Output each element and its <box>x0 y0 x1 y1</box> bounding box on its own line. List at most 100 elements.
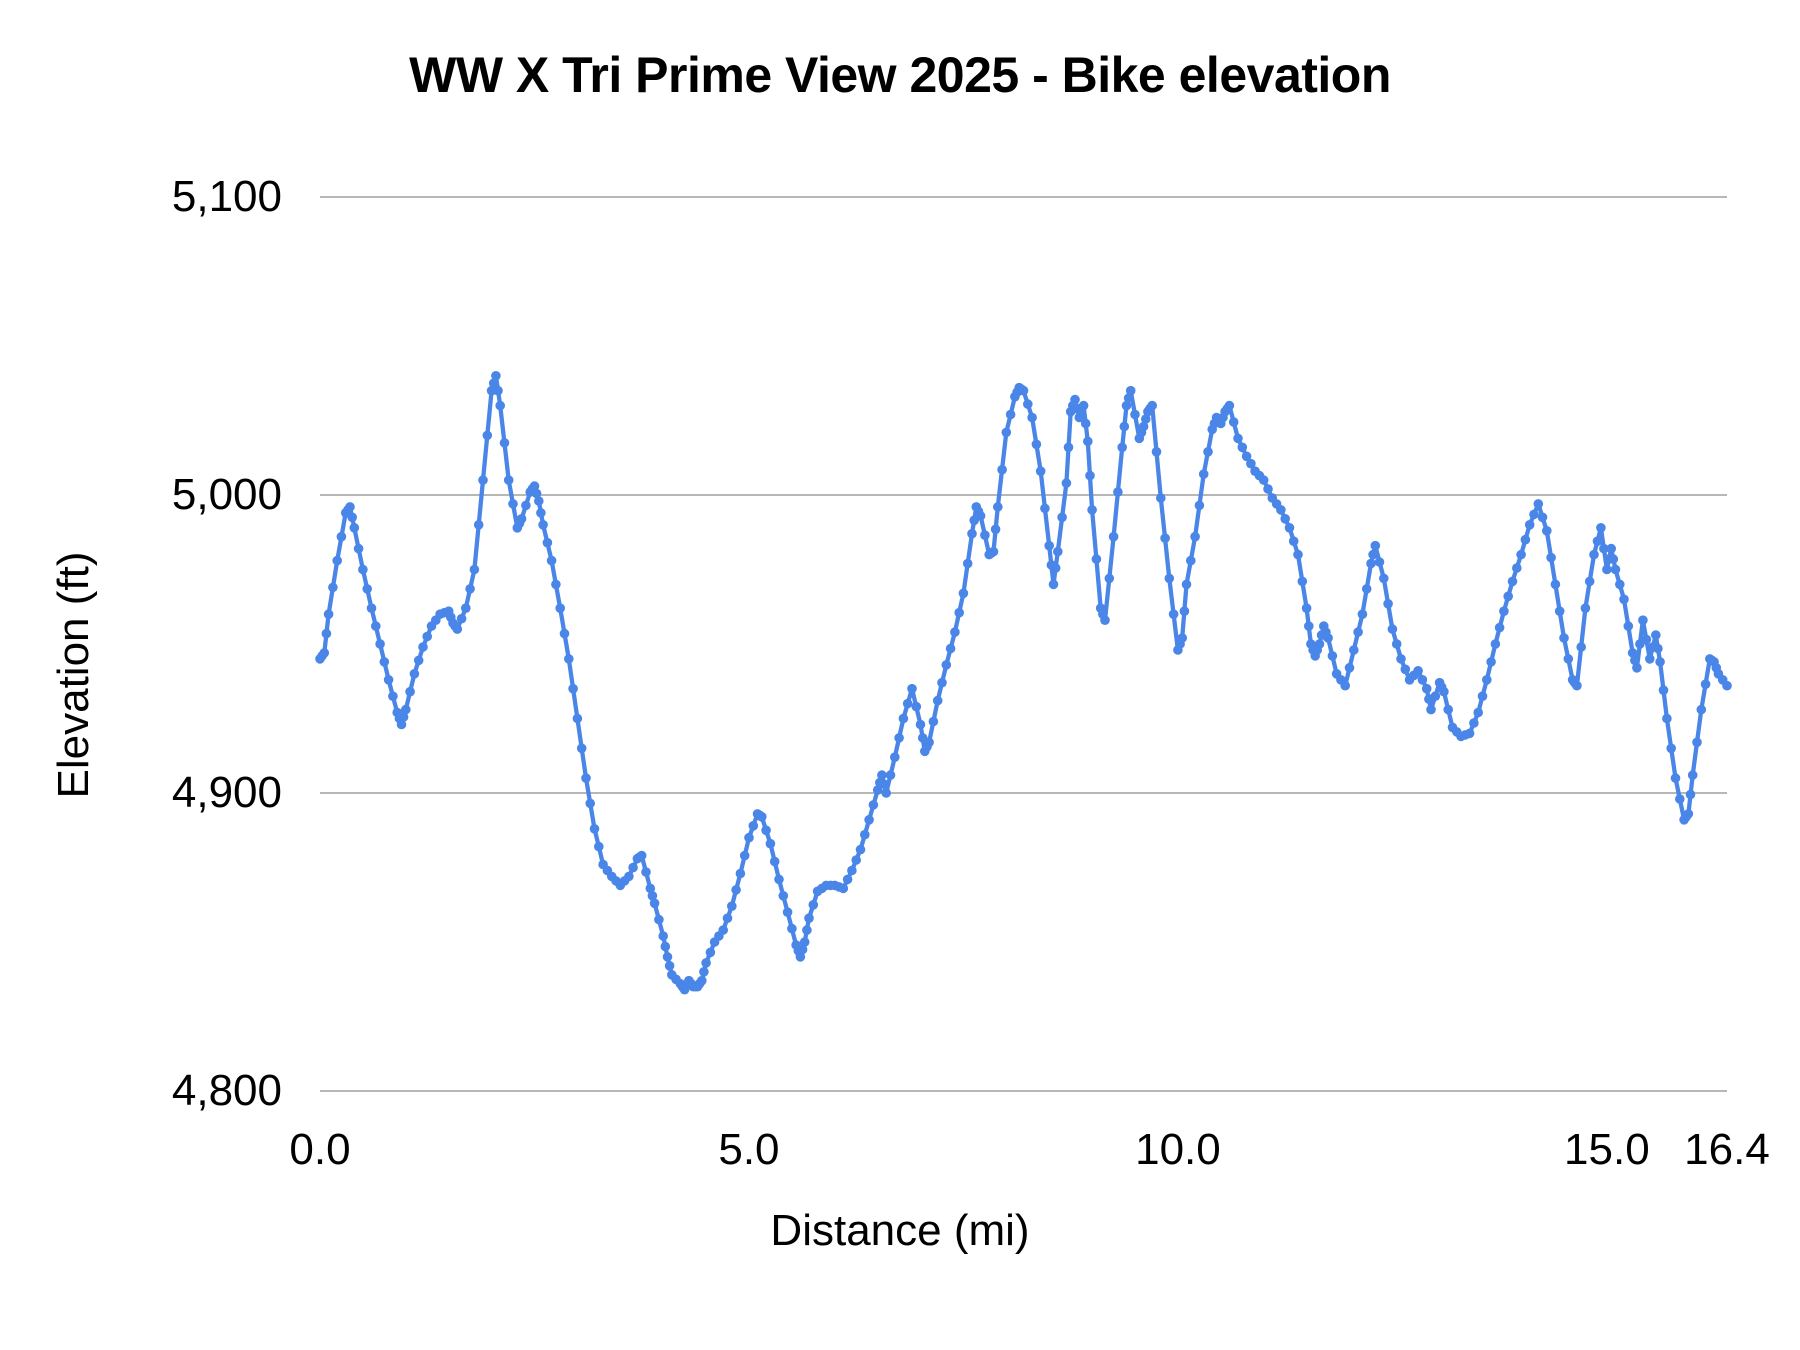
data-point[interactable] <box>988 546 999 557</box>
data-point[interactable] <box>1104 573 1115 584</box>
data-point[interactable] <box>1138 421 1149 432</box>
data-point[interactable] <box>765 838 776 849</box>
data-point[interactable] <box>1550 579 1561 590</box>
data-point[interactable] <box>1108 531 1119 542</box>
data-point[interactable] <box>521 500 531 511</box>
data-point[interactable] <box>990 524 1001 535</box>
data-point[interactable] <box>1050 563 1061 573</box>
data-point[interactable] <box>924 737 934 748</box>
data-point[interactable] <box>928 716 939 727</box>
data-point[interactable] <box>1070 394 1080 405</box>
data-point[interactable] <box>1477 691 1488 701</box>
data-point[interactable] <box>1638 615 1648 625</box>
data-point[interactable] <box>1615 579 1625 590</box>
data-point[interactable] <box>1554 606 1565 616</box>
data-point[interactable] <box>1190 531 1200 542</box>
data-point[interactable] <box>564 654 574 664</box>
data-point[interactable] <box>636 850 647 861</box>
data-point[interactable] <box>1228 417 1239 427</box>
data-point[interactable] <box>413 655 424 666</box>
data-point[interactable] <box>1125 385 1136 396</box>
data-point[interactable] <box>1700 679 1711 689</box>
data-point[interactable] <box>649 898 660 909</box>
data-point[interactable] <box>647 891 658 901</box>
data-point[interactable] <box>323 609 334 619</box>
data-point[interactable] <box>1001 427 1012 438</box>
data-point[interactable] <box>1482 675 1492 685</box>
data-point[interactable] <box>1057 512 1067 523</box>
data-point[interactable] <box>1546 552 1556 563</box>
data-point[interactable] <box>958 588 969 599</box>
data-point[interactable] <box>894 733 904 743</box>
data-point[interactable] <box>1023 399 1033 409</box>
data-point[interactable] <box>375 639 385 649</box>
data-point[interactable] <box>1237 442 1248 453</box>
data-point[interactable] <box>1053 546 1063 557</box>
data-point[interactable] <box>1186 555 1196 566</box>
data-point[interactable] <box>628 862 638 873</box>
data-point[interactable] <box>945 643 956 654</box>
data-point[interactable] <box>864 815 874 825</box>
data-point[interactable] <box>551 579 561 590</box>
data-point[interactable] <box>529 481 540 491</box>
data-point[interactable] <box>1632 663 1642 673</box>
data-point[interactable] <box>1619 594 1629 605</box>
data-point[interactable] <box>1608 554 1619 564</box>
data-point[interactable] <box>469 564 480 575</box>
data-point[interactable] <box>495 400 506 411</box>
data-point[interactable] <box>1486 657 1496 667</box>
data-point[interactable] <box>1400 664 1411 675</box>
data-point[interactable] <box>1563 654 1574 664</box>
data-point[interactable] <box>1368 549 1378 560</box>
data-point[interactable] <box>902 698 913 709</box>
data-point[interactable] <box>349 523 360 533</box>
data-point[interactable] <box>1685 789 1696 800</box>
data-point[interactable] <box>1469 718 1479 728</box>
data-point[interactable] <box>576 743 587 754</box>
data-point[interactable] <box>1426 704 1436 715</box>
data-point[interactable] <box>1179 606 1190 616</box>
data-point[interactable] <box>1168 609 1179 619</box>
data-point[interactable] <box>589 824 600 834</box>
data-point[interactable] <box>699 967 709 977</box>
data-point[interactable] <box>1602 564 1612 575</box>
data-point[interactable] <box>1417 675 1428 685</box>
data-point[interactable] <box>727 901 737 911</box>
data-point[interactable] <box>1121 400 1132 411</box>
data-point[interactable] <box>1284 523 1295 533</box>
data-point[interactable] <box>868 800 879 810</box>
data-point[interactable] <box>1181 579 1192 590</box>
data-point[interactable] <box>1379 573 1389 584</box>
data-point[interactable] <box>572 713 583 724</box>
data-point[interactable] <box>585 798 595 809</box>
data-point[interactable] <box>1177 633 1187 643</box>
data-point[interactable] <box>941 660 952 670</box>
data-point[interactable] <box>358 564 368 575</box>
data-point[interactable] <box>371 621 381 631</box>
data-point[interactable] <box>452 624 463 634</box>
data-point[interactable] <box>1233 433 1243 444</box>
data-point[interactable] <box>1387 624 1398 634</box>
data-point[interactable] <box>1031 439 1042 450</box>
data-point[interactable] <box>1490 639 1501 649</box>
data-point[interactable] <box>366 603 377 613</box>
data-point[interactable] <box>1241 451 1252 462</box>
data-point[interactable] <box>319 648 330 658</box>
data-point[interactable] <box>1439 686 1449 697</box>
data-point[interactable] <box>705 947 716 958</box>
data-point[interactable] <box>383 675 394 685</box>
data-point[interactable] <box>967 528 977 539</box>
data-point[interactable] <box>915 719 926 730</box>
data-point[interactable] <box>654 914 664 925</box>
data-point[interactable] <box>954 607 964 618</box>
data-point[interactable] <box>1005 409 1016 420</box>
data-point[interactable] <box>493 385 503 396</box>
data-point[interactable] <box>1655 657 1665 667</box>
data-point[interactable] <box>1596 523 1606 533</box>
data-point[interactable] <box>872 785 883 795</box>
data-point[interactable] <box>1589 549 1599 560</box>
data-point[interactable] <box>422 631 433 642</box>
data-point[interactable] <box>347 512 358 523</box>
data-point[interactable] <box>499 438 510 448</box>
data-point[interactable] <box>1160 533 1170 543</box>
